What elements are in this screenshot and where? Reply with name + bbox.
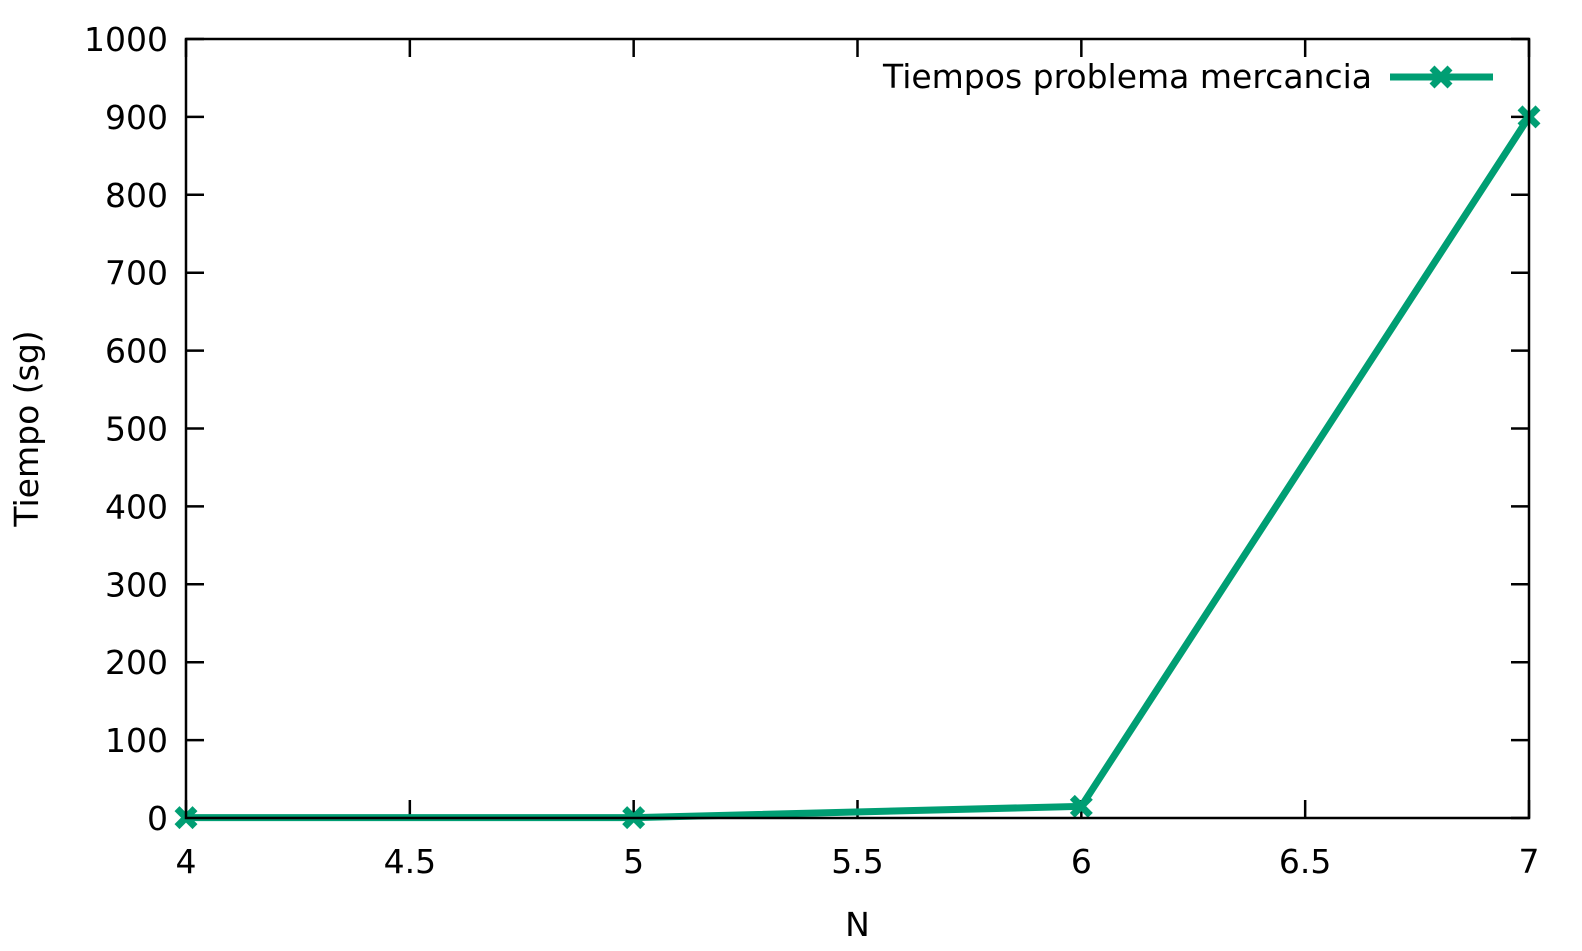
y-tick-label: 200 [105,643,168,682]
y-axis-label: Tiempo (sg) [7,330,46,527]
series-layer [174,105,1541,830]
y-tick-label: 300 [105,565,168,604]
x-tick-label: 4.5 [384,842,436,881]
x-axis-label: N [845,905,870,944]
y-tick-label: 900 [105,98,168,137]
y-tick-label: 600 [105,332,168,371]
legend: Tiempos problema mercancia [882,57,1493,96]
x-tick-label: 5 [623,842,644,881]
legend-marker-x [1429,65,1453,89]
x-tick-label: 5.5 [831,842,883,881]
x-tick-label: 6.5 [1279,842,1331,881]
legend-series-label: Tiempos problema mercancia [882,57,1372,96]
y-tick-label: 100 [105,721,168,760]
plot-frame [184,37,1531,820]
series-line [186,114,1532,822]
data-point-marker [1069,794,1093,818]
y-tick-label: 400 [105,487,168,526]
y-tick-label: 800 [105,176,168,215]
y-tick-label: 500 [105,410,168,449]
ticks-layer: 4 4.5 5 5.5 6 6.5 7 0 100 200 300 400 500 600 700 800 90… [84,20,1539,881]
x-tick-label: 6 [1071,842,1092,881]
y-tick-label: 700 [105,254,168,293]
x-tick-label: 4 [176,842,197,881]
y-tick-label: 0 [147,799,168,838]
y-tick-label: 1000 [84,20,168,59]
x-tick-label: 7 [1519,842,1540,881]
legend-series-marker [1429,65,1453,89]
